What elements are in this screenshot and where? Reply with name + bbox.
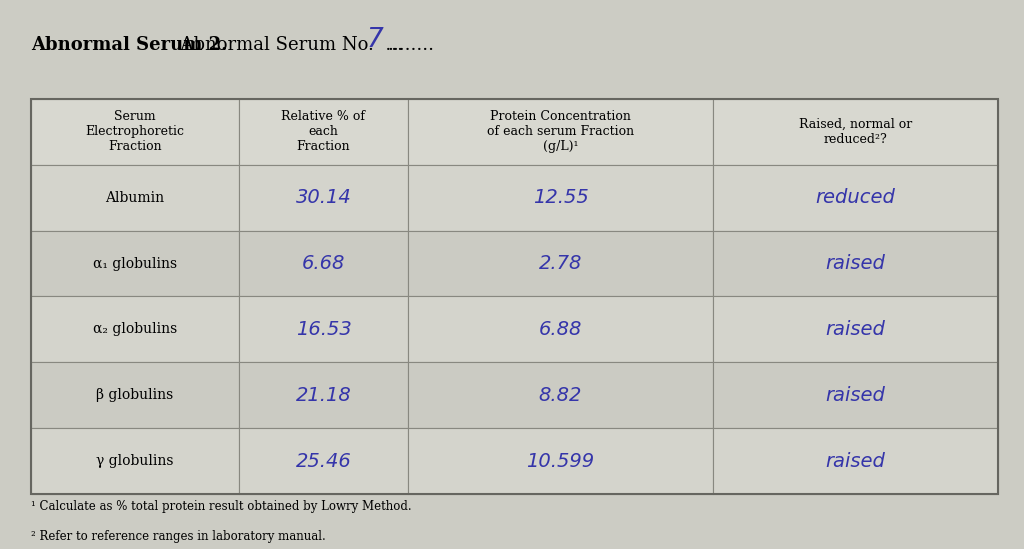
Bar — [409, 362, 713, 428]
Bar — [713, 296, 998, 362]
Text: 2.78: 2.78 — [539, 254, 583, 273]
Text: 25.46: 25.46 — [296, 452, 351, 470]
Bar — [713, 99, 998, 165]
Text: raised: raised — [825, 452, 886, 470]
Text: 21.18: 21.18 — [296, 386, 351, 405]
Bar — [409, 428, 713, 494]
Text: raised: raised — [825, 386, 886, 405]
Text: 6.88: 6.88 — [539, 320, 583, 339]
Text: 7: 7 — [367, 27, 383, 53]
Text: Abnormal Serum No.  ...: Abnormal Serum No. ... — [169, 36, 403, 54]
Text: ¹ Calculate as % total protein result obtained by Lowry Method.: ¹ Calculate as % total protein result ob… — [31, 500, 412, 513]
Text: ........: ........ — [387, 36, 434, 54]
Text: 10.599: 10.599 — [526, 452, 595, 470]
Bar — [409, 165, 713, 231]
Bar — [239, 165, 409, 231]
Text: 12.55: 12.55 — [532, 188, 589, 207]
Bar — [713, 428, 998, 494]
Text: γ globulins: γ globulins — [96, 454, 173, 468]
Text: Serum
Electrophoretic
Fraction: Serum Electrophoretic Fraction — [85, 110, 184, 153]
Text: 8.82: 8.82 — [539, 386, 583, 405]
Text: 30.14: 30.14 — [296, 188, 351, 207]
Text: Raised, normal or
reduced²?: Raised, normal or reduced²? — [799, 117, 912, 146]
Text: β globulins: β globulins — [96, 388, 173, 402]
Bar — [239, 296, 409, 362]
Bar — [409, 99, 713, 165]
Bar — [409, 296, 713, 362]
Bar — [239, 231, 409, 296]
Text: Abnormal Serum 2.: Abnormal Serum 2. — [31, 36, 227, 54]
Text: 16.53: 16.53 — [296, 320, 351, 339]
Text: reduced: reduced — [816, 188, 896, 207]
Bar — [31, 296, 239, 362]
Bar — [239, 99, 409, 165]
Bar — [239, 362, 409, 428]
Bar — [31, 428, 239, 494]
Text: Protein Concentration
of each serum Fraction
(g/L)¹: Protein Concentration of each serum Frac… — [487, 110, 634, 153]
Bar — [31, 99, 239, 165]
Text: raised: raised — [825, 320, 886, 339]
Text: α₁ globulins: α₁ globulins — [93, 256, 177, 271]
Text: 6.68: 6.68 — [302, 254, 345, 273]
Bar — [409, 231, 713, 296]
Bar — [239, 428, 409, 494]
Bar — [31, 231, 239, 296]
Text: α₂ globulins: α₂ globulins — [92, 322, 177, 337]
Bar — [31, 99, 998, 494]
Text: raised: raised — [825, 254, 886, 273]
Bar — [713, 165, 998, 231]
Text: Albumin: Albumin — [105, 191, 164, 205]
Bar — [31, 362, 239, 428]
Bar — [713, 362, 998, 428]
Bar — [31, 165, 239, 231]
Text: Relative % of
each
Fraction: Relative % of each Fraction — [282, 110, 366, 153]
Text: ² Refer to reference ranges in laboratory manual.: ² Refer to reference ranges in laborator… — [31, 530, 326, 543]
Bar — [713, 231, 998, 296]
